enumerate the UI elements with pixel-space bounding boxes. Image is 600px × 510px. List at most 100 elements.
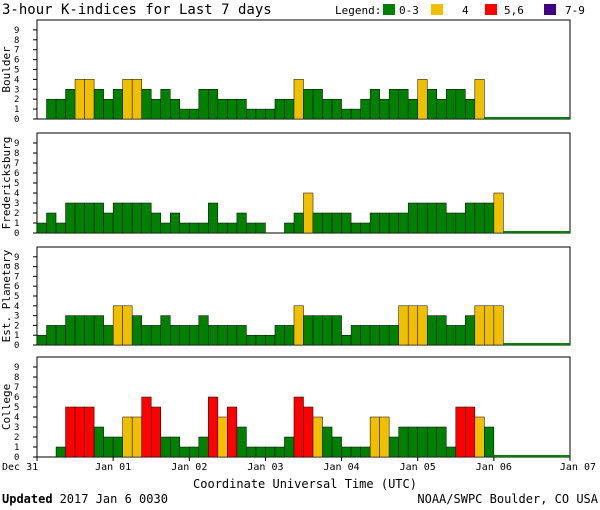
bar-est-planetary-47 [484,305,495,346]
bar-boulder-2 [55,98,66,120]
bar-college-37 [388,436,399,458]
bar-boulder-18 [208,89,219,120]
legend-swatch-5-6 [485,4,497,15]
bar-est-planetary-25 [274,325,285,346]
bar-college-9 [122,416,133,458]
bar-fredericksburg-6 [93,202,104,234]
bar-est-planetary-46 [474,305,485,346]
y-tick-label: 1 [14,443,19,453]
bar-boulder-3 [65,89,76,120]
bar-college-29 [312,416,323,458]
bar-boulder-22 [246,108,257,120]
bar-est-planetary-18 [208,325,219,346]
bar-est-planetary-34 [360,325,371,346]
y-tick-label: 8 [14,263,19,273]
bar-fredericksburg-12 [150,212,161,234]
panel-label-boulder: Boulder [0,46,13,93]
bar-boulder-26 [284,98,295,120]
bar-est-planetary-33 [350,325,361,346]
bar-boulder-11 [141,89,152,120]
bar-fredericksburg-32 [341,212,352,234]
bar-boulder-8 [112,89,123,120]
y-tick-label: 1 [14,105,19,115]
bar-est-planetary-22 [246,334,257,346]
station-panels: 0123456789Boulder0123456789Fredericksbur… [0,19,571,463]
bar-fredericksburg-3 [65,202,76,234]
bar-boulder-19 [217,98,228,120]
bar-est-planetary-21 [236,325,247,346]
bar-college-25 [274,446,285,458]
bar-college-13 [160,436,171,458]
bar-college-33 [350,446,361,458]
y-tick-label: 0 [14,115,19,125]
bar-est-planetary-26 [284,325,295,346]
bar-boulder-31 [331,98,342,120]
bar-fredericksburg-11 [141,202,152,234]
bar-fredericksburg-42 [436,202,447,234]
bar-boulder-28 [303,89,314,120]
bar-est-planetary-12 [150,325,161,346]
legend-swatch-0-3 [383,4,395,15]
bar-boulder-15 [179,108,190,120]
bar-fredericksburg-14 [170,212,181,234]
y-tick-label: 3 [14,199,19,209]
bar-college-39 [407,426,418,458]
bar-est-planetary-0 [36,334,47,346]
bar-fredericksburg-33 [350,222,361,234]
bar-college-17 [198,436,209,458]
y-tick-label: 5 [14,292,19,302]
bar-est-planetary-16 [189,325,200,346]
x-tick-label: Jan 05 [400,462,436,473]
bar-boulder-27 [293,79,304,120]
bar-est-planetary-27 [293,305,304,346]
bar-est-planetary-3 [65,315,76,346]
y-tick-label: 7 [14,272,19,282]
bar-college-18 [208,396,219,458]
x-tick-label: Jan 06 [476,462,512,473]
bar-boulder-13 [160,89,171,120]
bar-boulder-24 [265,108,276,120]
bar-est-planetary-42 [436,315,447,346]
bar-fredericksburg-21 [236,212,247,234]
y-tick-label: 8 [14,149,19,159]
y-tick-label: 0 [14,453,19,463]
bar-est-planetary-13 [160,315,171,346]
bar-fredericksburg-41 [426,202,438,234]
y-tick-label: 5 [14,66,19,76]
bar-fredericksburg-17 [198,222,209,234]
bar-fredericksburg-31 [331,212,342,234]
bar-fredericksburg-23 [255,222,266,234]
bar-est-planetary-28 [303,315,314,346]
legend-label-0-3: 0-3 [399,4,419,17]
bar-est-planetary-14 [170,325,181,346]
bar-college-5 [84,406,95,458]
bar-fredericksburg-19 [217,222,228,234]
bar-boulder-40 [417,79,428,120]
bar-fredericksburg-37 [388,212,399,234]
bar-boulder-12 [150,98,161,120]
bar-est-planetary-37 [388,325,399,346]
bar-est-planetary-1 [46,325,57,346]
bar-est-planetary-20 [227,325,238,346]
bar-boulder-1 [46,98,57,120]
bar-boulder-7 [103,98,114,120]
bar-est-planetary-40 [417,305,428,346]
bar-est-planetary-5 [84,315,95,346]
bar-boulder-29 [312,89,323,120]
y-tick-label: 9 [14,363,19,373]
bar-college-10 [131,416,142,458]
bar-fredericksburg-28 [303,192,314,234]
bar-boulder-32 [341,108,352,120]
legend-swatch-4 [431,4,443,15]
bar-boulder-46 [474,79,485,120]
bar-fredericksburg-7 [103,212,114,234]
bar-fredericksburg-43 [446,212,457,234]
bar-boulder-10 [131,79,142,120]
bar-college-26 [284,436,295,458]
bar-college-11 [141,396,152,458]
y-tick-label: 9 [14,253,19,263]
bar-college-3 [65,406,76,458]
y-tick-label: 6 [14,393,19,403]
